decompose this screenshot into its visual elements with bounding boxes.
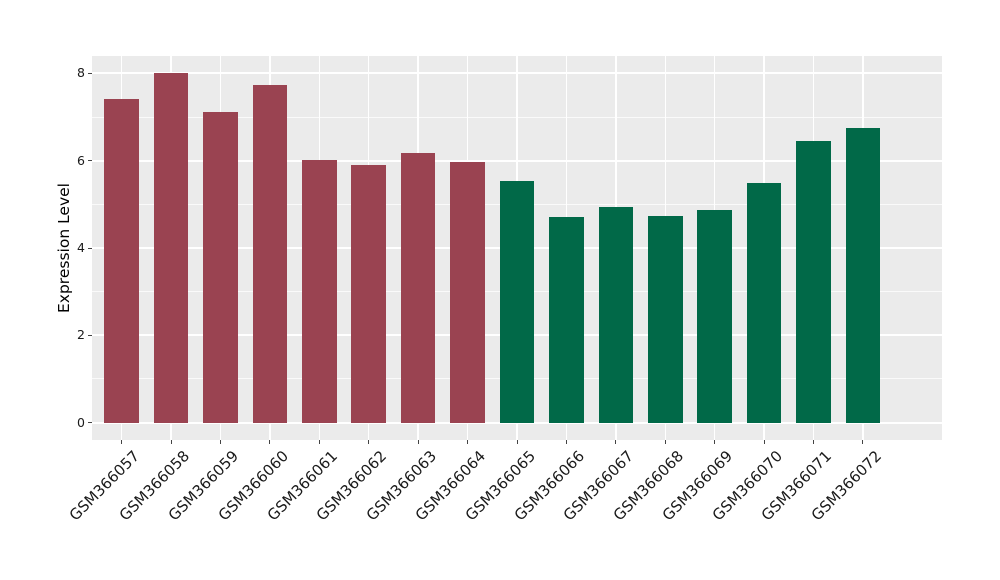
x-tick-mark (318, 440, 320, 444)
bar-GSM366060 (252, 85, 288, 423)
bar-GSM366068 (647, 216, 683, 423)
bar-GSM366072 (845, 128, 881, 423)
y-tick-mark (88, 247, 92, 249)
x-tick-mark (269, 440, 271, 444)
bar-GSM366059 (203, 111, 238, 423)
x-tick-mark (219, 440, 221, 444)
bar-GSM366070 (746, 182, 782, 423)
y-axis-title: Expression Level (55, 183, 73, 313)
x-tick-mark (516, 440, 518, 444)
x-tick-mark (813, 440, 814, 444)
x-tick-mark (664, 440, 666, 444)
bar-GSM366071 (796, 141, 831, 423)
bar-GSM366061 (302, 160, 337, 423)
y-tick-mark (88, 160, 92, 162)
y-tick-label: 8 (77, 65, 85, 81)
x-tick-mark (714, 440, 716, 444)
x-tick-mark (615, 440, 617, 444)
y-tick-mark (88, 422, 92, 424)
y-tick-label: 4 (77, 240, 85, 255)
x-tick-mark (170, 440, 172, 444)
y-tick-label: 6 (77, 152, 85, 168)
x-tick-mark (565, 440, 567, 444)
bar-GSM366066 (549, 217, 584, 423)
bar-GSM366067 (598, 206, 634, 423)
y-tick-label: 2 (77, 327, 85, 343)
x-tick-mark (862, 440, 864, 444)
bar-GSM366062 (351, 164, 387, 423)
bar-GSM366064 (450, 162, 485, 423)
y-tick-mark (88, 72, 92, 74)
bar-GSM366057 (104, 99, 139, 423)
y-tick-label: 0 (77, 414, 85, 430)
bar-GSM366058 (153, 73, 189, 423)
bar-GSM366065 (499, 181, 535, 423)
x-tick-mark (368, 440, 370, 444)
x-tick-mark (417, 440, 419, 444)
bar-GSM366063 (400, 152, 436, 423)
y-tick-mark (88, 334, 92, 336)
x-tick-mark (467, 440, 469, 444)
bar-GSM366069 (697, 210, 732, 423)
x-tick-mark (763, 440, 765, 444)
x-tick-mark (121, 440, 123, 444)
